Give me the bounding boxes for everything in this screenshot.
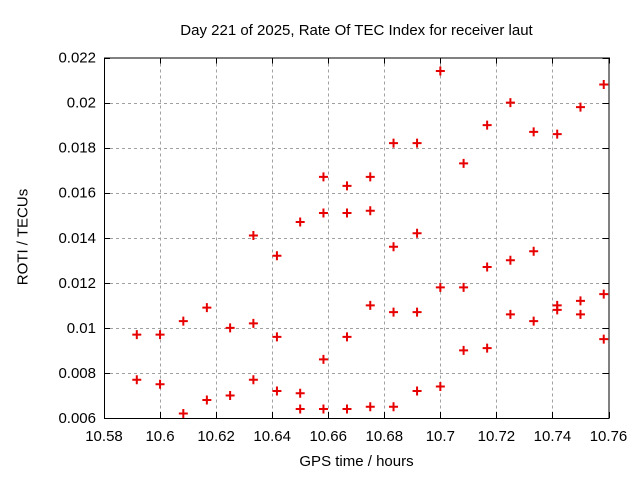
data-point <box>599 334 609 344</box>
data-point <box>202 303 212 313</box>
data-point <box>529 316 539 326</box>
data-point <box>155 330 165 340</box>
data-point <box>225 390 235 400</box>
x-tick-label: 10.66 <box>309 428 347 445</box>
data-point <box>389 138 399 148</box>
x-axis-label: GPS time / hours <box>299 453 414 470</box>
data-point <box>318 354 328 364</box>
data-point <box>482 120 492 130</box>
data-point <box>575 309 585 319</box>
data-point <box>365 172 375 182</box>
data-point <box>318 404 328 414</box>
data-point <box>248 375 258 385</box>
data-point <box>459 158 469 168</box>
data-point <box>389 402 399 412</box>
y-tick-label: 0.02 <box>67 95 96 112</box>
data-point <box>225 323 235 333</box>
x-tick-label: 10.6 <box>145 428 174 445</box>
data-point <box>435 282 445 292</box>
data-point <box>248 230 258 240</box>
data-point <box>389 242 399 252</box>
data-point <box>272 251 282 261</box>
data-point <box>529 127 539 137</box>
y-tick-label: 0.008 <box>58 365 96 382</box>
data-point <box>482 262 492 272</box>
data-point <box>435 66 445 76</box>
data-point <box>155 379 165 389</box>
data-point <box>342 181 352 191</box>
x-tick-label: 10.64 <box>253 428 291 445</box>
y-tick-label: 0.022 <box>58 50 96 67</box>
data-point <box>412 386 422 396</box>
data-point <box>318 208 328 218</box>
data-point <box>459 282 469 292</box>
y-tick-label: 0.018 <box>58 140 96 157</box>
data-point <box>459 345 469 355</box>
data-point <box>482 343 492 353</box>
x-tick-label: 10.58 <box>85 428 123 445</box>
data-point <box>412 138 422 148</box>
data-point <box>365 206 375 216</box>
data-point <box>248 318 258 328</box>
data-point <box>412 307 422 317</box>
y-tick-label: 0.01 <box>67 320 96 337</box>
x-tick-label: 10.74 <box>534 428 572 445</box>
data-point <box>272 386 282 396</box>
data-point <box>505 98 515 108</box>
data-point <box>178 316 188 326</box>
data-point <box>342 404 352 414</box>
y-tick-label: 0.014 <box>58 230 96 247</box>
x-tick-label: 10.62 <box>197 428 235 445</box>
data-point <box>365 402 375 412</box>
data-point <box>342 208 352 218</box>
data-point <box>575 102 585 112</box>
y-tick-label: 0.016 <box>58 185 96 202</box>
data-point <box>132 375 142 385</box>
y-tick-label: 0.012 <box>58 275 96 292</box>
data-point <box>505 255 515 265</box>
data-point <box>529 246 539 256</box>
y-tick-label: 0.006 <box>58 410 96 427</box>
data-point <box>295 404 305 414</box>
data-point <box>178 408 188 418</box>
data-point <box>552 129 562 139</box>
x-tick-label: 10.7 <box>426 428 455 445</box>
data-point <box>365 300 375 310</box>
data-point <box>272 332 282 342</box>
data-point <box>202 395 212 405</box>
data-point <box>599 289 609 299</box>
x-tick-label: 10.76 <box>590 428 628 445</box>
data-point <box>412 228 422 238</box>
data-point <box>318 172 328 182</box>
data-point <box>132 330 142 340</box>
data-point <box>575 296 585 306</box>
chart-title: Day 221 of 2025, Rate Of TEC Index for r… <box>180 22 533 39</box>
data-point <box>435 381 445 391</box>
x-tick-label: 10.72 <box>478 428 516 445</box>
data-point <box>295 388 305 398</box>
data-point <box>342 332 352 342</box>
data-point <box>552 305 562 315</box>
data-point <box>295 217 305 227</box>
y-axis-label: ROTI / TECUs <box>14 188 32 286</box>
data-point <box>389 307 399 317</box>
data-point <box>505 309 515 319</box>
x-tick-label: 10.68 <box>366 428 404 445</box>
data-point <box>599 80 609 90</box>
